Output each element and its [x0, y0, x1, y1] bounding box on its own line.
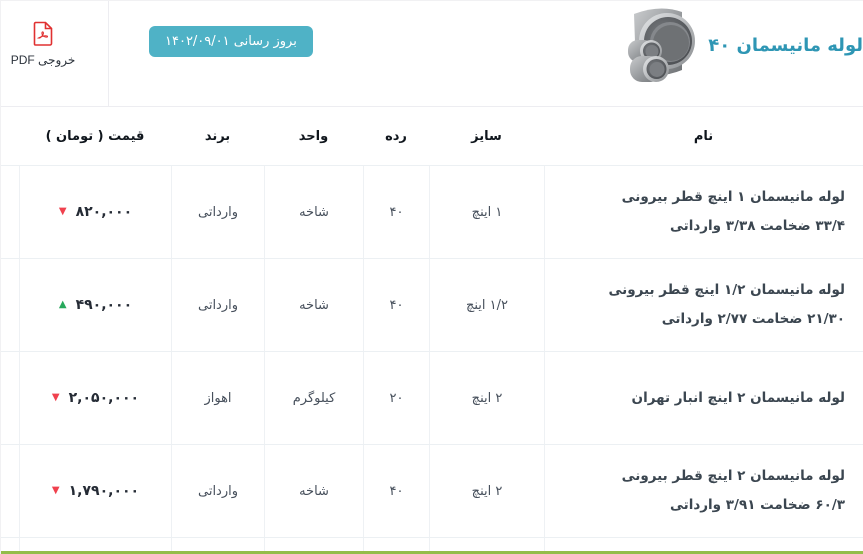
cell-size: ۲ اینچ — [429, 445, 544, 537]
price-trend-icon: ▲ — [58, 299, 67, 310]
cell-brand: وارداتی — [171, 166, 264, 258]
cell-name: لوله مانیسمان ۲ اینچ انبار تهران — [544, 352, 863, 444]
cell-size: ۱ اینچ — [429, 166, 544, 258]
steel-pipes-image — [628, 8, 696, 82]
cell-name: لوله مانیسمان ۱ اینچ قطر بیرونی ۳۳/۴ ضخا… — [544, 166, 863, 258]
cell-size: ۲ اینچ — [429, 352, 544, 444]
cell-brand: وارداتی — [171, 259, 264, 351]
cell-brand: اهواز — [171, 352, 264, 444]
price-value: ۸۲۰,۰۰۰ — [75, 204, 133, 220]
pdf-export-label: خروجی PDF — [10, 53, 76, 67]
cell-grade: ۴۰ — [363, 166, 429, 258]
cell-grade: ۲۰ — [363, 352, 429, 444]
bottom-green-bar — [1, 551, 863, 554]
price-value: ۱,۷۹۰,۰۰۰ — [68, 483, 140, 499]
page-title: لوله مانیسمان ۴۰ — [708, 34, 863, 56]
header-divider — [108, 1, 109, 107]
cell-price: ۸۲۰,۰۰۰ ▼ — [19, 166, 171, 258]
table-row: لوله مانیسمان ۱/۲ اینچ قطر بیرونی ۲۱/۳۰ … — [1, 258, 863, 351]
table-row: لوله مانیسمان ۱ اینچ قطر بیرونی ۳۳/۴ ضخا… — [1, 165, 863, 258]
cell-grade: ۴۰ — [363, 259, 429, 351]
cell-grade: ۴۰ — [363, 445, 429, 537]
column-header-grade: رده — [385, 128, 407, 144]
cell-unit: شاخه — [264, 445, 363, 537]
price-trend-icon: ▼ — [51, 392, 60, 403]
column-header-size: سایز — [471, 128, 502, 144]
cell-price: ۲,۰۵۰,۰۰۰ ▼ — [19, 352, 171, 444]
cell-name: لوله مانیسمان ۱/۲ اینچ قطر بیرونی ۲۱/۳۰ … — [544, 259, 863, 351]
cell-size: ۱/۲ اینچ — [429, 259, 544, 351]
cell-unit: کیلوگرم — [264, 352, 363, 444]
cell-price: ۱,۷۹۰,۰۰۰ ▼ — [19, 445, 171, 537]
table-row: لوله مانیسمان ۲ اینچ انبار تهران ۲ اینچ … — [1, 351, 863, 444]
price-trend-icon: ▼ — [51, 485, 60, 496]
column-header-price: قیمت ( تومان ) — [45, 128, 145, 144]
cell-unit: شاخه — [264, 166, 363, 258]
cell-unit: شاخه — [264, 259, 363, 351]
table-row-partial — [1, 537, 863, 552]
table-header-row: نام سایز رده واحد برند قیمت ( تومان ) — [1, 107, 863, 165]
cell-brand: وارداتی — [171, 445, 264, 537]
update-date-button[interactable]: بروز رسانی ۱۴۰۲/۰۹/۰۱ — [149, 26, 313, 57]
cell-price: ۴۹۰,۰۰۰ ▲ — [19, 259, 171, 351]
table-body: لوله مانیسمان ۱ اینچ قطر بیرونی ۳۳/۴ ضخا… — [1, 165, 863, 552]
page-header: لوله مانیسمان ۴۰ — [1, 1, 863, 107]
price-value: ۲,۰۵۰,۰۰۰ — [68, 390, 140, 406]
column-header-name: نام — [693, 128, 714, 144]
brand-block: لوله مانیسمان ۴۰ — [620, 1, 863, 89]
pdf-export-button[interactable]: خروجی PDF — [1, 9, 85, 79]
column-header-unit: واحد — [298, 128, 329, 144]
price-trend-icon: ▼ — [58, 206, 67, 217]
price-value: ۴۹۰,۰۰۰ — [75, 297, 133, 313]
pdf-file-icon — [33, 21, 52, 46]
column-header-brand: برند — [204, 128, 231, 144]
table-row: لوله مانیسمان ۲ اینچ قطر بیرونی ۶۰/۳ ضخا… — [1, 444, 863, 537]
cell-name: لوله مانیسمان ۲ اینچ قطر بیرونی ۶۰/۳ ضخا… — [544, 445, 863, 537]
